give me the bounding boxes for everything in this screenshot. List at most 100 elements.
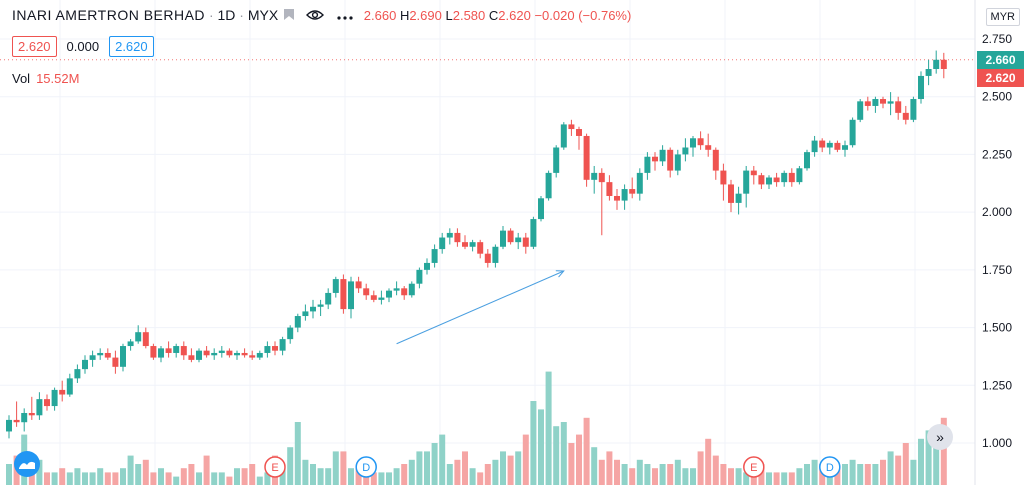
volume-bar: [462, 451, 468, 485]
earnings-marker[interactable]: E: [743, 456, 765, 478]
candle-body: [249, 355, 256, 358]
candle-body: [196, 350, 202, 360]
volume-bar: [697, 451, 704, 485]
volume-label: Vol: [12, 71, 31, 86]
candle-body: [454, 232, 461, 243]
candle-body: [728, 184, 734, 203]
candle-body: [401, 288, 408, 296]
volume-bar: [393, 468, 400, 485]
candle-body: [416, 269, 423, 284]
volume-bar: [218, 472, 225, 485]
eye-icon[interactable]: [305, 8, 324, 25]
volume-bar: [629, 468, 636, 485]
volume-bar: [173, 476, 180, 485]
close-value: 2.620: [498, 8, 531, 23]
candle-body: [188, 355, 195, 360]
candle-body: [120, 346, 126, 367]
symbol-name[interactable]: INARI AMERTRON BERHAD: [12, 7, 206, 23]
volume-bar: [804, 464, 810, 485]
volume-bar: [287, 447, 294, 485]
candle-body: [135, 332, 142, 342]
currency-label[interactable]: MYR: [985, 8, 1020, 26]
volume-bar: [386, 472, 392, 485]
candle-body: [530, 219, 537, 247]
volume-bar: [591, 447, 598, 485]
candle-body: [218, 350, 225, 353]
earnings-marker[interactable]: E: [264, 456, 286, 478]
candle-body: [910, 99, 917, 120]
scroll-to-realtime-button[interactable]: »: [927, 424, 953, 450]
volume-bar: [59, 468, 66, 485]
candle-body: [439, 237, 446, 250]
volume-bar: [294, 422, 301, 485]
y-tick-label: 1.750: [982, 263, 1012, 277]
volume-bar: [560, 422, 567, 485]
volume-bar: [690, 468, 696, 485]
volume-bar: [720, 464, 727, 485]
candle-body: [363, 288, 370, 296]
volume-bar: [469, 468, 476, 485]
candle-body: [317, 304, 324, 307]
candle-body: [226, 350, 233, 356]
dividend-marker[interactable]: D: [819, 456, 841, 478]
open-value: 2.660: [363, 8, 397, 23]
flag-icon[interactable]: [282, 8, 296, 25]
volume-bar: [431, 443, 438, 485]
candle-body: [386, 290, 392, 298]
y-tick-label: 1.000: [982, 436, 1012, 450]
volume-bar: [644, 464, 651, 485]
volume-bar: [933, 434, 940, 485]
volume-bar: [568, 443, 575, 485]
candle-body: [880, 99, 886, 104]
candle-body: [918, 75, 924, 100]
tradingview-logo-icon[interactable]: [14, 451, 40, 477]
y-tick-label: 1.500: [982, 321, 1012, 335]
volume-bar: [112, 472, 119, 485]
more-icon[interactable]: [336, 8, 354, 24]
candle-body: [842, 145, 848, 150]
volume-bar: [439, 434, 446, 485]
volume-bar: [538, 409, 544, 485]
volume-bar: [910, 459, 917, 485]
volume-bar: [310, 464, 316, 485]
candle-body: [507, 230, 514, 243]
candle-body: [74, 369, 81, 379]
candle-body: [36, 399, 43, 416]
volume-bar: [484, 464, 491, 485]
candle-body: [66, 378, 73, 395]
volume-bar: [234, 468, 240, 485]
candle-body: [621, 189, 628, 201]
candle-body: [234, 352, 240, 356]
volume-bar: [6, 464, 12, 485]
y-tick-label: 2.250: [982, 147, 1012, 161]
candle-body: [735, 193, 742, 203]
volume-bar: [492, 459, 499, 485]
buy-price-box[interactable]: 2.620: [109, 36, 154, 57]
volume-bar: [811, 459, 818, 485]
volume-bar: [500, 451, 506, 485]
svg-text:D: D: [362, 462, 370, 474]
candle-body: [21, 412, 28, 423]
volume-bar: [370, 472, 377, 485]
volume-bar: [135, 464, 142, 485]
candle-body: [142, 332, 149, 347]
dividend-marker[interactable]: D: [355, 456, 377, 478]
interval-label[interactable]: 1D: [217, 7, 236, 23]
volume-bar: [667, 464, 674, 485]
volume-bar: [788, 472, 795, 485]
candle-body: [287, 327, 294, 340]
candle-body: [781, 172, 788, 183]
volume-bar: [241, 468, 248, 485]
candle-body: [583, 135, 590, 180]
candle-body: [150, 346, 157, 358]
candle-body: [51, 389, 58, 407]
volume-bar: [796, 468, 803, 485]
volume-bar: [621, 464, 628, 485]
volume-bar: [887, 451, 894, 485]
sell-price-box[interactable]: 2.620: [12, 36, 57, 57]
volume-bar: [317, 468, 324, 485]
volume-bar: [82, 472, 88, 485]
candle-body: [652, 156, 658, 162]
